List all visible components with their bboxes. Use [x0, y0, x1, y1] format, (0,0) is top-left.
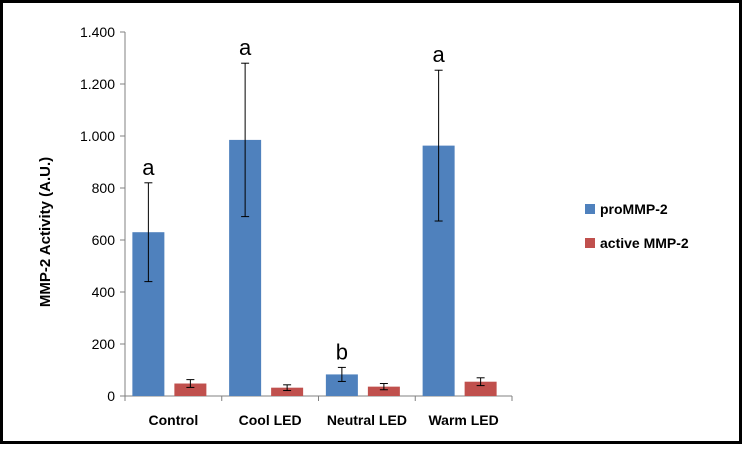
y-tick-label: 600	[92, 232, 116, 248]
y-tick-label: 400	[92, 284, 116, 300]
legend-swatch-promm2	[585, 204, 595, 214]
bar-active-mmp2	[464, 381, 497, 396]
legend-label-promm2: proMMP-2	[600, 201, 668, 217]
significance-label: a	[433, 42, 446, 67]
legend-swatch-active-mmp2	[585, 238, 595, 248]
bar-active-mmp2	[271, 387, 304, 396]
y-tick-label: 200	[92, 336, 116, 352]
y-tick-label: 1.200	[80, 76, 115, 92]
plot-area: 0 200 400 600 800 1.000 1.200 1.400 Control a Cool…	[80, 24, 513, 428]
x-tick-label: Control	[148, 412, 198, 428]
bar-active-mmp2	[174, 383, 207, 396]
y-tick-label: 0	[107, 388, 115, 404]
y-tick-label: 800	[92, 180, 116, 196]
x-tick-label: Neutral LED	[327, 412, 407, 428]
y-axis-title: MMP-2 Activity (A.U.)	[37, 157, 54, 307]
legend-label-active-mmp2: active MMP-2	[600, 235, 689, 251]
y-tick-label: 1.000	[80, 128, 115, 144]
legend: proMMP-2 active MMP-2	[585, 201, 689, 251]
significance-label: b	[336, 339, 348, 364]
significance-label: a	[142, 155, 155, 180]
significance-label: a	[239, 35, 252, 60]
y-tick-label: 1.400	[80, 24, 115, 40]
bar-promm2	[325, 374, 358, 396]
x-tick-label: Cool LED	[239, 412, 302, 428]
x-tick-label: Warm LED	[428, 412, 498, 428]
bar-active-mmp2	[367, 386, 400, 396]
